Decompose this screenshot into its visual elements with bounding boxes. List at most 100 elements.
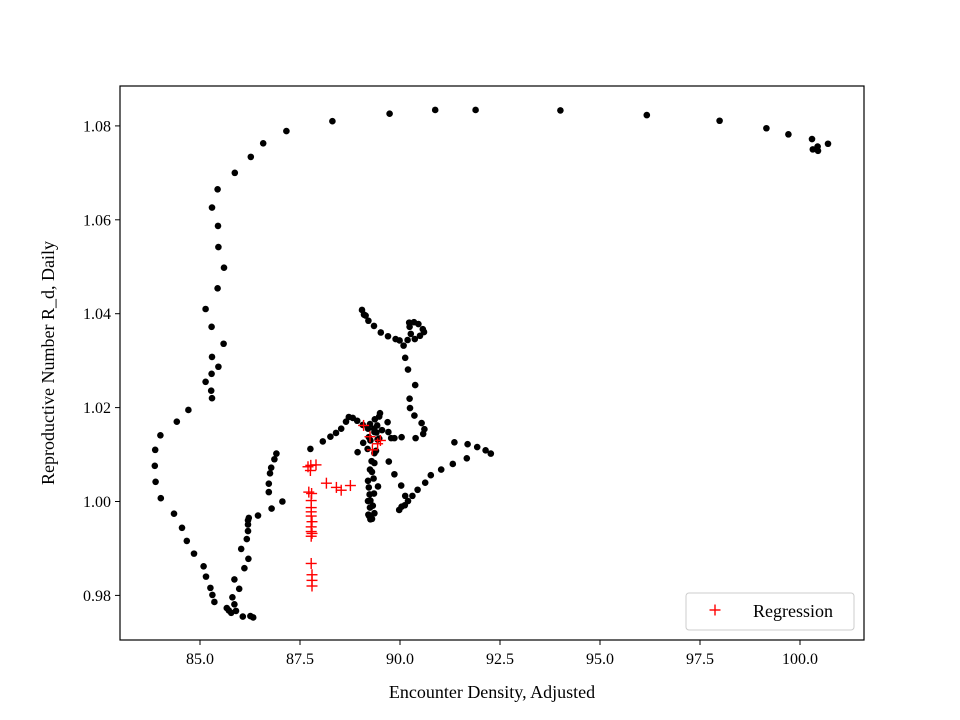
series-1-point [247,153,255,161]
series-1-point [472,106,479,114]
series-1-point [214,222,222,230]
legend-marker-regression [709,604,721,616]
series-1-point [487,450,495,457]
series-1-point [411,335,419,343]
series-1-point [404,497,412,505]
series-1-point [370,425,378,433]
series-1-point [378,426,386,434]
series-1-point [365,484,373,491]
series-1-point [332,429,340,437]
series-1-point [385,428,392,436]
legend-box [685,592,855,631]
series-1-point [202,378,209,386]
regression-point [335,484,347,496]
regression-point [305,530,317,542]
regression-point [304,465,316,477]
regression-point [364,431,376,443]
series-1-point [207,387,215,395]
series-1-point [473,443,481,451]
series-1-point [231,169,239,177]
series-1-point [369,502,377,510]
series-1-point [239,613,247,620]
series-1-point [259,139,267,147]
series-1-point [384,418,391,426]
legend-label-regression: Regression [753,601,833,621]
series-1-point [208,370,215,378]
series-1-point [265,488,273,496]
series-1-point [220,264,228,271]
series-1-point [557,107,564,114]
series-1-point [364,477,372,485]
series-1-point [353,417,361,425]
regression-point [344,480,356,492]
series-1-point [404,366,412,373]
series-1-point [377,329,385,336]
series-1-point [370,322,378,330]
series-1-point [407,330,415,338]
series-1-point [401,492,409,500]
series-1-point [406,395,413,402]
series-1-point [151,462,159,470]
regression-point [366,444,378,456]
regression-point [310,459,322,471]
series-1-point [415,320,422,328]
series-1-point [370,475,377,482]
series-1-point [208,394,216,402]
data-points-layer [151,106,832,621]
series-1-point [237,545,245,553]
y-tick-label: 0.98 [83,588,111,605]
series-1-point [267,464,275,471]
series-1-point [418,419,425,427]
regression-point [374,434,386,446]
series-1-point [391,434,398,442]
series-1-point [421,425,428,433]
y-tick-label: 1.06 [83,212,111,229]
legend-plus-marker [709,604,721,616]
series-1-point [405,319,413,326]
series-1-point [185,406,192,414]
series-1-point [398,433,405,441]
series-1-point [211,598,218,606]
series-1-point [265,480,273,487]
series-1-point [214,185,221,193]
x-tick-label: 92.5 [486,651,514,668]
x-axis-label: Encounter Density, Adjusted [389,682,595,702]
series-1-point [329,117,336,125]
y-tick-label: 1.02 [83,400,111,417]
y-axis-label: Reproductive Number R_d, Daily [38,241,58,485]
series-1-point [364,445,371,453]
series-1-point [319,438,327,445]
series-1-point [400,342,407,349]
regression-point [303,486,315,498]
series-1-point [643,111,651,119]
x-axis: 85.0 87.5 90.0 92.5 95.0 97.5 100.0 [186,640,818,668]
series-1-point [173,418,181,425]
regression-point [358,419,370,431]
series-1-point [451,439,458,446]
series-1-point [414,486,421,494]
series-1-point [170,510,178,518]
series-1-point [327,433,334,441]
series-1-point [307,445,314,453]
x-tick-label: 97.5 [686,651,714,668]
series-1-point [385,458,393,465]
series-1-point [190,550,198,557]
series-1-point [398,503,405,510]
series-1-point [279,498,286,505]
series-1-point [374,483,382,490]
series-1-point [365,317,372,325]
series-1-point [427,471,435,479]
series-1-point [437,466,445,473]
series-1-point [364,497,372,505]
series-1-point [370,490,378,497]
series-1-point [365,512,373,520]
series-1-point [785,131,792,138]
series-1-point [220,340,227,348]
series-1-point [354,448,361,456]
series-1-point [366,466,374,473]
y-tick-label: 1.08 [83,118,111,135]
series-1-point [463,455,471,462]
plot-area-frame [119,85,865,641]
series-1-point [231,576,238,583]
